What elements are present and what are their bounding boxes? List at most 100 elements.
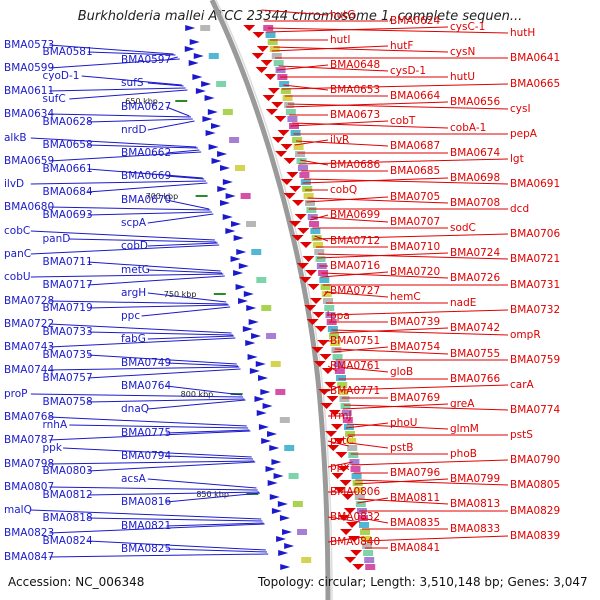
right-gene-label: BMA0835 — [390, 517, 440, 529]
reverse-gene-arrow — [333, 487, 346, 493]
feature-block — [302, 186, 313, 192]
forward-gene-arrow — [248, 319, 259, 325]
left-leader-line — [69, 424, 249, 429]
right-gene-label: hemC — [390, 291, 421, 303]
reverse-gene-arrow — [265, 109, 278, 115]
reverse-gene-arrow — [280, 179, 293, 185]
left-gene-label: BMA0658 — [43, 139, 93, 151]
right-gene-label: BMA0751 — [330, 335, 380, 347]
reverse-gene-arrow — [311, 347, 324, 353]
forward-gene-arrow — [279, 515, 290, 521]
left-leader-line — [147, 213, 214, 224]
left-leader-line — [87, 331, 233, 336]
left-leader-line — [49, 460, 255, 465]
left-gene-label: nrdD — [121, 124, 147, 136]
left-leader-line — [166, 385, 242, 396]
reverse-gene-arrow — [319, 354, 332, 360]
right-gene-label: cysC-1 — [450, 21, 485, 33]
left-gene-label: BMA0573 — [4, 39, 54, 51]
feature-block — [271, 53, 282, 59]
feature-block — [362, 543, 373, 549]
right-gene-label: cobQ — [330, 184, 357, 196]
feature-block — [306, 207, 317, 213]
right-leader-line — [358, 498, 449, 505]
right-leader-line — [351, 459, 509, 466]
feature-block — [334, 368, 345, 374]
right-gene-label: BMA0742 — [450, 322, 500, 334]
feature-block — [297, 529, 308, 535]
forward-gene-arrow — [243, 291, 254, 297]
right-gene-label: BMA0656 — [450, 96, 500, 108]
feature-block — [284, 102, 295, 108]
right-gene-label: BMA0761 — [330, 360, 380, 372]
reverse-gene-arrow — [325, 431, 338, 437]
feature-block — [266, 333, 277, 339]
right-gene-label: BMA0769 — [390, 392, 440, 404]
left-gene-label: cobD — [121, 240, 148, 252]
feature-block — [296, 158, 307, 164]
reverse-gene-arrow — [340, 529, 353, 535]
left-leader-line — [49, 486, 258, 491]
reverse-gene-arrow — [324, 382, 337, 388]
right-gene-label: gloB — [390, 366, 413, 378]
right-leader-line — [330, 327, 449, 334]
forward-gene-arrow — [235, 284, 246, 290]
left-gene-label: panD — [43, 233, 71, 245]
right-leader-line — [261, 9, 329, 16]
right-gene-label: BMA0731 — [510, 279, 560, 291]
left-gene-label: BMA0717 — [43, 279, 93, 291]
reverse-gene-arrow — [299, 277, 312, 283]
right-gene-label: sodC — [450, 222, 476, 234]
right-gene-label: BMA0698 — [450, 172, 500, 184]
feature-block — [270, 361, 281, 367]
right-leader-line — [327, 385, 341, 392]
reverse-gene-arrow — [255, 67, 268, 73]
forward-gene-arrow — [188, 60, 199, 66]
feature-block — [273, 60, 284, 66]
feature-block — [360, 529, 371, 535]
left-leader-line — [87, 517, 263, 522]
feature-tracks — [184, 25, 376, 570]
left-leader-line — [87, 491, 259, 496]
reverse-gene-arrow — [314, 326, 327, 332]
forward-gene-arrow — [222, 179, 233, 185]
feature-block — [340, 403, 351, 409]
right-gene-label: BMA0624 — [390, 15, 440, 27]
right-gene-label: BMA0766 — [450, 373, 500, 385]
feature-block — [216, 81, 227, 87]
right-gene-label: BMA0790 — [510, 454, 560, 466]
reverse-gene-arrow — [306, 319, 319, 325]
left-gene-label: BMA0611 — [4, 85, 54, 97]
right-leader-line — [287, 103, 509, 110]
right-gene-label: BMA0710 — [390, 241, 440, 253]
right-leader-line — [345, 422, 389, 429]
feature-block — [290, 130, 301, 136]
feature-block — [353, 487, 364, 493]
forward-gene-arrow — [269, 494, 280, 500]
right-gene-label: BMA0721 — [510, 253, 560, 265]
left-gene-label: dnaQ — [121, 403, 149, 415]
reverse-gene-arrow — [275, 151, 288, 157]
left-gene-label: BMA0670 — [121, 194, 171, 206]
feature-block — [304, 200, 315, 206]
left-leader-line — [49, 366, 240, 371]
forward-gene-arrow — [208, 144, 219, 150]
feature-block — [341, 410, 352, 416]
forward-gene-arrow — [245, 340, 256, 346]
right-leader-line — [327, 309, 509, 316]
feature-block — [345, 431, 356, 437]
feature-block — [333, 361, 344, 367]
right-gene-label: BMA0840 — [330, 536, 380, 548]
forward-gene-arrow — [211, 158, 222, 164]
right-gene-label: phoB — [450, 448, 477, 460]
right-gene-label: BMA0732 — [510, 304, 560, 316]
chromosome-backbone — [209, 0, 331, 600]
feature-block — [300, 179, 311, 185]
left-gene-label: BMA0680 — [4, 201, 54, 213]
reverse-gene-arrow — [335, 452, 348, 458]
forward-gene-arrow — [231, 221, 242, 227]
right-gene-label: BMA0799 — [450, 473, 500, 485]
right-leader-line — [361, 517, 389, 524]
feature-block — [301, 557, 312, 563]
right-leader-line — [327, 536, 365, 543]
